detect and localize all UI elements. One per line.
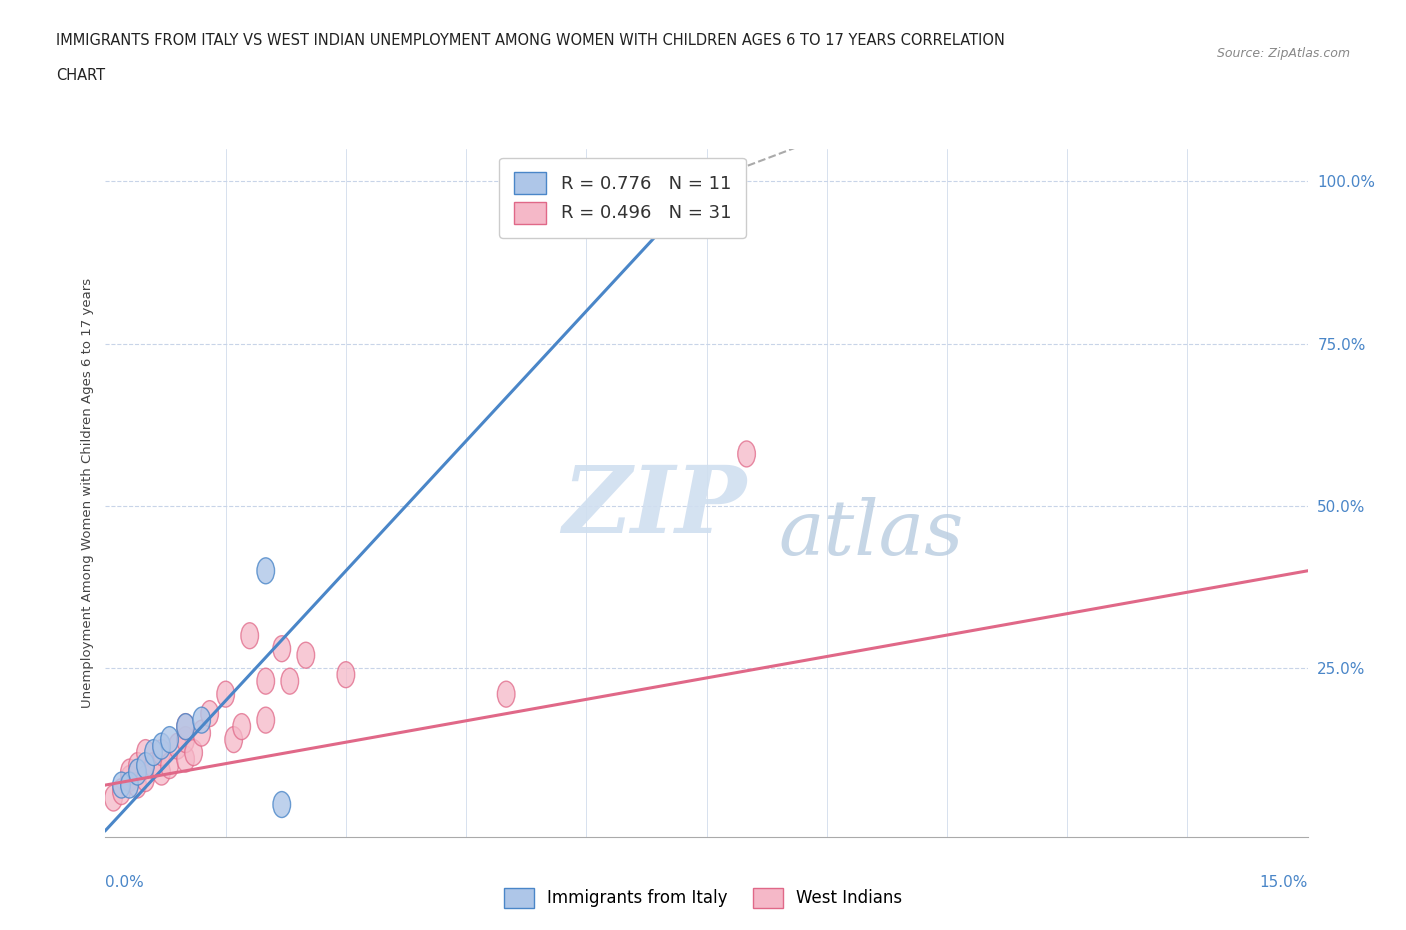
Text: atlas: atlas <box>779 498 965 571</box>
Ellipse shape <box>153 759 170 785</box>
Ellipse shape <box>738 441 755 467</box>
Ellipse shape <box>104 785 122 811</box>
Text: IMMIGRANTS FROM ITALY VS WEST INDIAN UNEMPLOYMENT AMONG WOMEN WITH CHILDREN AGES: IMMIGRANTS FROM ITALY VS WEST INDIAN UNE… <box>56 33 1005 47</box>
Ellipse shape <box>177 726 194 752</box>
Text: CHART: CHART <box>56 68 105 83</box>
Ellipse shape <box>112 778 131 804</box>
Ellipse shape <box>273 791 291 817</box>
Ellipse shape <box>281 668 298 694</box>
Ellipse shape <box>297 643 315 668</box>
Ellipse shape <box>225 726 242 752</box>
Ellipse shape <box>136 739 155 765</box>
Ellipse shape <box>193 707 211 733</box>
Ellipse shape <box>177 746 194 772</box>
Ellipse shape <box>121 772 138 798</box>
Ellipse shape <box>145 739 162 765</box>
Text: 15.0%: 15.0% <box>1260 875 1308 890</box>
Ellipse shape <box>273 636 291 662</box>
Ellipse shape <box>153 739 170 765</box>
Ellipse shape <box>160 752 179 778</box>
Ellipse shape <box>121 765 138 791</box>
Ellipse shape <box>136 765 155 791</box>
Ellipse shape <box>233 713 250 739</box>
Ellipse shape <box>257 668 274 694</box>
Ellipse shape <box>240 623 259 649</box>
Text: 0.0%: 0.0% <box>105 875 145 890</box>
Ellipse shape <box>217 681 235 707</box>
Ellipse shape <box>498 681 515 707</box>
Text: ZIP: ZIP <box>562 461 747 551</box>
Ellipse shape <box>129 759 146 785</box>
Ellipse shape <box>112 772 131 798</box>
Ellipse shape <box>257 707 274 733</box>
Ellipse shape <box>136 752 155 778</box>
Ellipse shape <box>184 739 202 765</box>
Y-axis label: Unemployment Among Women with Children Ages 6 to 17 years: Unemployment Among Women with Children A… <box>82 278 94 708</box>
Ellipse shape <box>177 713 194 739</box>
Ellipse shape <box>121 759 138 785</box>
Ellipse shape <box>129 752 146 778</box>
Ellipse shape <box>201 700 218 726</box>
Ellipse shape <box>169 733 187 759</box>
Ellipse shape <box>193 720 211 746</box>
Ellipse shape <box>129 772 146 798</box>
Ellipse shape <box>337 662 354 687</box>
Text: Source: ZipAtlas.com: Source: ZipAtlas.com <box>1216 46 1350 60</box>
Ellipse shape <box>160 726 179 752</box>
Ellipse shape <box>153 733 170 759</box>
Ellipse shape <box>145 752 162 778</box>
Ellipse shape <box>177 713 194 739</box>
Legend: R = 0.776   N = 11, R = 0.496   N = 31: R = 0.776 N = 11, R = 0.496 N = 31 <box>499 158 745 238</box>
Legend: Immigrants from Italy, West Indians: Immigrants from Italy, West Indians <box>498 882 908 914</box>
Ellipse shape <box>257 558 274 584</box>
